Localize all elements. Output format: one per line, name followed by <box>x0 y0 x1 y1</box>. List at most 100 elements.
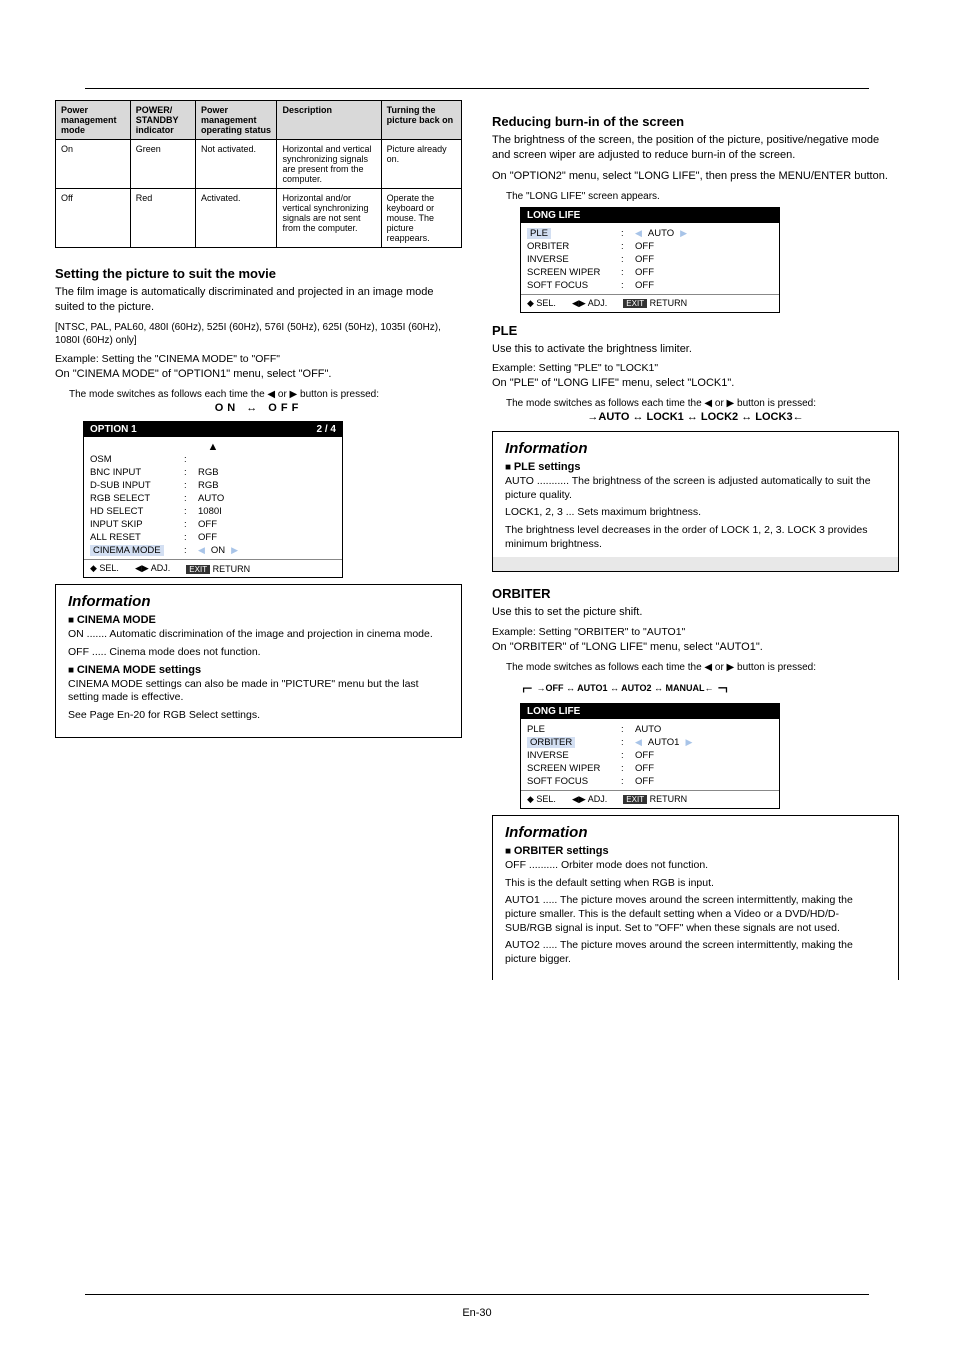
menu-row: INVERSE:OFF <box>527 749 773 762</box>
orbiter-cycle: ⌐→OFF ↔ AUTO1 ↔ AUTO2 ↔ MANUAL←¬ <box>492 678 899 699</box>
menu-row: D-SUB INPUT:RGB <box>90 479 336 492</box>
info-ple: Information PLE settings AUTO ..........… <box>492 431 899 572</box>
menu-row: SCREEN WIPER:OFF <box>527 266 773 279</box>
info-h: ORBITER settings <box>505 845 886 857</box>
ple-example: Example: Setting "PLE" to "LOCK1" <box>492 362 899 374</box>
menu-row: SCREEN WIPER:OFF <box>527 762 773 775</box>
menu-row: ORBITER:OFF <box>527 240 773 253</box>
menu-label: PLE <box>527 724 615 735</box>
menu-value: OFF <box>635 241 773 252</box>
menu-value: RGB <box>198 467 336 478</box>
info-orbiter: Information ORBITER settings OFF .......… <box>492 815 899 980</box>
orbiter-heading: ORBITER <box>492 586 899 601</box>
ple-step2: The mode switches as follows each time t… <box>492 397 899 410</box>
info-title: Information <box>505 824 886 841</box>
info-p2: This is the default setting when RGB is … <box>505 877 886 891</box>
info-pa2: OFF ..... Cinema mode does not function. <box>68 646 449 660</box>
info-p2: LOCK1, 2, 3 ... Sets maximum brightness. <box>505 506 886 520</box>
up-arrow-icon: ▲ <box>90 441 336 453</box>
info-cinema: Information CINEMA MODE ON ....... Autom… <box>55 584 462 737</box>
burnin-step2: The "LONG LIFE" screen appears. <box>492 190 899 203</box>
page-number: En-30 <box>85 1307 869 1319</box>
menu-row: ALL RESET:OFF <box>90 531 336 544</box>
info-title: Information <box>68 593 449 610</box>
info-title: Information <box>505 440 886 457</box>
menu-value: OFF <box>635 280 773 291</box>
menu-label: SOFT FOCUS <box>527 280 615 291</box>
menu-footer: ◆ SEL.◀▶ ADJ.EXIT RETURN <box>84 559 342 577</box>
burnin-step1: On "OPTION2" menu, select "LONG LIFE", t… <box>492 169 899 184</box>
table-header: Power management operating status <box>196 101 277 140</box>
info-p3: AUTO1 ..... The picture moves around the… <box>505 894 886 935</box>
info-pb2: See Page En-20 for RGB Select settings. <box>68 709 449 723</box>
menu-label: SCREEN WIPER <box>527 763 615 774</box>
ple-desc: Use this to activate the brightness limi… <box>492 342 899 357</box>
info-pb: CINEMA MODE settings can also be made in… <box>68 678 449 705</box>
menu-row: HD SELECT:1080I <box>90 505 336 518</box>
orbiter-step2: The mode switches as follows each time t… <box>492 661 899 674</box>
menu-value: ◀ AUTO ▶ <box>635 228 773 239</box>
menu-row: INPUT SKIP:OFF <box>90 518 336 531</box>
menu-label: CINEMA MODE <box>90 545 178 556</box>
menu-label: OSM <box>90 454 178 465</box>
info-pa: ON ....... Automatic discrimination of t… <box>68 628 449 642</box>
menu-value: AUTO <box>635 724 773 735</box>
menu-label: ORBITER <box>527 241 615 252</box>
menu-label: SOFT FOCUS <box>527 776 615 787</box>
menu-label: SCREEN WIPER <box>527 267 615 278</box>
table-row: OffRedActivated.Horizontal and/or vertic… <box>56 189 462 248</box>
menu-value: OFF <box>635 776 773 787</box>
info-p1: OFF .......... Orbiter mode does not fun… <box>505 859 886 873</box>
menu-label: RGB SELECT <box>90 493 178 504</box>
menu-title: LONG LIFE <box>527 210 580 221</box>
menu-label: HD SELECT <box>90 506 178 517</box>
cinema-heading: Setting the picture to suit the movie <box>55 266 462 281</box>
table-header: Power management mode <box>56 101 131 140</box>
menu-value: OFF <box>635 763 773 774</box>
cinema-note: [NTSC, PAL, PAL60, 480I (60Hz), 525I (60… <box>55 321 462 347</box>
ple-heading: PLE <box>492 323 899 338</box>
menu-value: AUTO <box>198 493 336 504</box>
orbiter-step1: On "ORBITER" of "LONG LIFE" menu, select… <box>492 640 899 655</box>
menu-value: OFF <box>198 532 336 543</box>
orbiter-desc: Use this to set the picture shift. <box>492 605 899 620</box>
info-h: PLE settings <box>505 461 886 473</box>
menu-row: OSM: <box>90 453 336 466</box>
info-p1: AUTO ........... The brightness of the s… <box>505 475 886 502</box>
menu-label: INVERSE <box>527 750 615 761</box>
burnin-heading: Reducing burn-in of the screen <box>492 114 899 129</box>
menu-value: RGB <box>198 480 336 491</box>
menu-row: ORBITER:◀ AUTO1 ▶ <box>527 736 773 749</box>
menu-label: INPUT SKIP <box>90 519 178 530</box>
menu-label: D-SUB INPUT <box>90 480 178 491</box>
menu-row: RGB SELECT:AUTO <box>90 492 336 505</box>
menu-title: OPTION 1 <box>90 424 137 435</box>
menu-row: PLE:AUTO <box>527 723 773 736</box>
menu-value: OFF <box>198 519 336 530</box>
menu-label: ALL RESET <box>90 532 178 543</box>
info-h-a: CINEMA MODE <box>68 614 449 626</box>
longlife-menu-1: LONG LIFE PLE:◀ AUTO ▶ORBITER:OFFINVERSE… <box>520 207 780 313</box>
menu-row: BNC INPUT:RGB <box>90 466 336 479</box>
menu-title: LONG LIFE <box>527 706 580 717</box>
page-footer: En-30 <box>85 1294 869 1319</box>
cinema-step1: On "CINEMA MODE" of "OPTION1" menu, sele… <box>55 367 462 382</box>
longlife-menu-2: LONG LIFE PLE:AUTOORBITER:◀ AUTO1 ▶INVER… <box>520 703 780 809</box>
table-row: OnGreenNot activated.Horizontal and vert… <box>56 140 462 189</box>
menu-label: ORBITER <box>527 737 615 748</box>
power-mgmt-table: Power management modePOWER/ STANDBY indi… <box>55 100 462 248</box>
menu-value: ◀ AUTO1 ▶ <box>635 737 773 748</box>
menu-page: 2 / 4 <box>317 424 336 435</box>
menu-row: SOFT FOCUS:OFF <box>527 279 773 292</box>
table-header: Turning the picture back on <box>381 101 461 140</box>
menu-row: INVERSE:OFF <box>527 253 773 266</box>
info-p3: The brightness level decreases in the or… <box>505 524 886 551</box>
menu-label: INVERSE <box>527 254 615 265</box>
table-header: POWER/ STANDBY indicator <box>130 101 195 140</box>
info-h-b: CINEMA MODE settings <box>68 664 449 676</box>
cinema-step2: The mode switches as follows each time t… <box>55 388 462 401</box>
option1-menu: OPTION 1 2 / 4 ▲ OSM:BNC INPUT:RGBD-SUB I… <box>83 421 343 578</box>
menu-row: CINEMA MODE:◀ ON ▶ <box>90 544 336 557</box>
menu-value: ◀ ON ▶ <box>198 545 336 556</box>
menu-label: BNC INPUT <box>90 467 178 478</box>
